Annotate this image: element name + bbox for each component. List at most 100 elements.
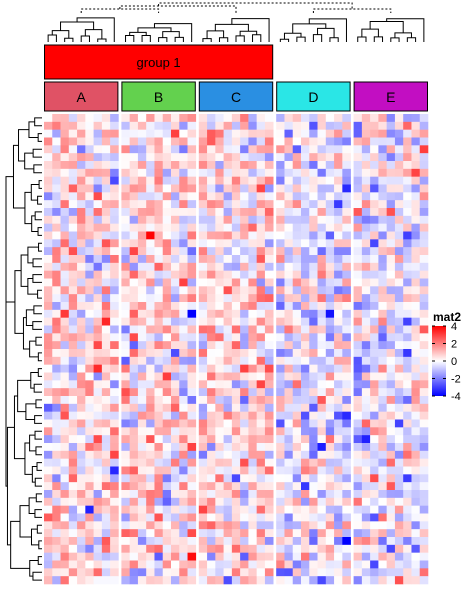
- heatmap-cell: [317, 380, 327, 389]
- heatmap-cell: [85, 247, 94, 256]
- heatmap-cell: [44, 349, 53, 358]
- heatmap-cell: [154, 474, 164, 483]
- heatmap-cell: [44, 121, 53, 130]
- heatmap-cell: [223, 349, 233, 358]
- heatmap-cell: [207, 474, 216, 483]
- heatmap-cell: [325, 521, 335, 530]
- heatmap-cell: [110, 356, 119, 365]
- heatmap-cell: [101, 255, 111, 264]
- heatmap-cell: [256, 255, 266, 264]
- heatmap-cell: [187, 482, 197, 491]
- heatmap-cell: [334, 286, 343, 295]
- heatmap-cell: [231, 435, 241, 444]
- heatmap-cell: [403, 356, 412, 365]
- heatmap-cell: [403, 223, 412, 232]
- heatmap-cell: [162, 372, 172, 381]
- heatmap-cell: [419, 231, 429, 240]
- heatmap-cell: [411, 302, 421, 311]
- heatmap-cell: [215, 184, 224, 193]
- heatmap-cell: [301, 325, 310, 334]
- heatmap-cell: [231, 568, 241, 577]
- heatmap-cell: [215, 176, 224, 185]
- heatmap-cell: [394, 560, 404, 569]
- heatmap-cell: [52, 121, 61, 130]
- heatmap-cell: [146, 223, 155, 232]
- heatmap-cell: [77, 403, 86, 412]
- heatmap-cell: [60, 450, 70, 459]
- heatmap-cell: [68, 356, 78, 365]
- heatmap-cell: [419, 443, 429, 452]
- heatmap-cell: [162, 427, 172, 436]
- heatmap-cell: [179, 552, 188, 561]
- heatmap-cell: [77, 427, 86, 436]
- heatmap-cell: [309, 458, 318, 467]
- heatmap-cell: [276, 380, 285, 389]
- heatmap-cell: [207, 333, 216, 342]
- heatmap-cell: [386, 403, 396, 412]
- dendrogram-branch: [33, 305, 42, 315]
- heatmap-cell: [154, 302, 164, 311]
- heatmap-cell: [342, 403, 351, 412]
- heatmap-cell: [223, 427, 233, 436]
- heatmap-cell: [171, 294, 180, 303]
- heatmap-cell: [179, 223, 188, 232]
- heatmap-cell: [121, 137, 130, 146]
- heatmap-cell: [179, 576, 188, 585]
- heatmap-cell: [240, 153, 249, 162]
- heatmap-cell: [85, 466, 94, 475]
- heatmap-cell: [240, 278, 249, 287]
- heatmap-cell: [325, 560, 335, 569]
- heatmap-cell: [110, 262, 119, 271]
- heatmap-cell: [292, 466, 302, 475]
- heatmap-cell: [394, 349, 404, 358]
- heatmap-cell: [101, 466, 111, 475]
- heatmap-cell: [215, 239, 224, 248]
- heatmap-cell: [309, 552, 318, 561]
- heatmap-cell: [256, 427, 266, 436]
- heatmap-cell: [342, 161, 351, 170]
- heatmap-cell: [146, 419, 155, 428]
- heatmap-cell: [146, 482, 155, 491]
- heatmap-cell: [276, 200, 285, 209]
- heatmap-cell: [154, 168, 164, 177]
- heatmap-cell: [129, 208, 139, 217]
- heatmap-cell: [110, 474, 119, 483]
- heatmap-cell: [309, 505, 318, 514]
- dendrogram-branch: [125, 34, 135, 42]
- heatmap-cell: [378, 239, 387, 248]
- heatmap-cell: [129, 341, 139, 350]
- heatmap-cell: [207, 427, 216, 436]
- dendrogram-branch: [390, 37, 400, 42]
- heatmap-cell: [419, 411, 429, 420]
- heatmap-cell: [378, 200, 387, 209]
- heatmap-cell: [240, 529, 249, 538]
- heatmap-cell: [370, 153, 379, 162]
- heatmap-cell: [231, 490, 241, 499]
- heatmap-cell: [162, 458, 172, 467]
- heatmap-cell: [394, 333, 404, 342]
- heatmap-cell: [198, 521, 208, 530]
- heatmap-cell: [223, 341, 233, 350]
- heatmap-cell: [240, 270, 249, 279]
- heatmap-cell: [110, 482, 119, 491]
- heatmap-cell: [256, 403, 266, 412]
- heatmap-cell: [110, 349, 119, 358]
- heatmap-cell: [93, 372, 103, 381]
- heatmap-cell: [264, 129, 274, 138]
- heatmap-cell: [361, 270, 371, 279]
- heatmap-cell: [317, 325, 327, 334]
- heatmap-cell: [207, 262, 216, 271]
- heatmap-cell: [52, 200, 61, 209]
- heatmap-cell: [325, 349, 335, 358]
- heatmap-cell: [403, 317, 412, 326]
- heatmap-cell: [171, 349, 180, 358]
- heatmap-cell: [77, 356, 86, 365]
- heatmap-cell: [240, 576, 249, 585]
- heatmap-cell: [240, 435, 249, 444]
- heatmap-cell: [187, 317, 197, 326]
- heatmap-cell: [411, 544, 421, 553]
- heatmap-cell: [248, 333, 257, 342]
- heatmap-cell: [325, 145, 335, 154]
- heatmap-cell: [353, 576, 363, 585]
- heatmap-cell: [162, 278, 172, 287]
